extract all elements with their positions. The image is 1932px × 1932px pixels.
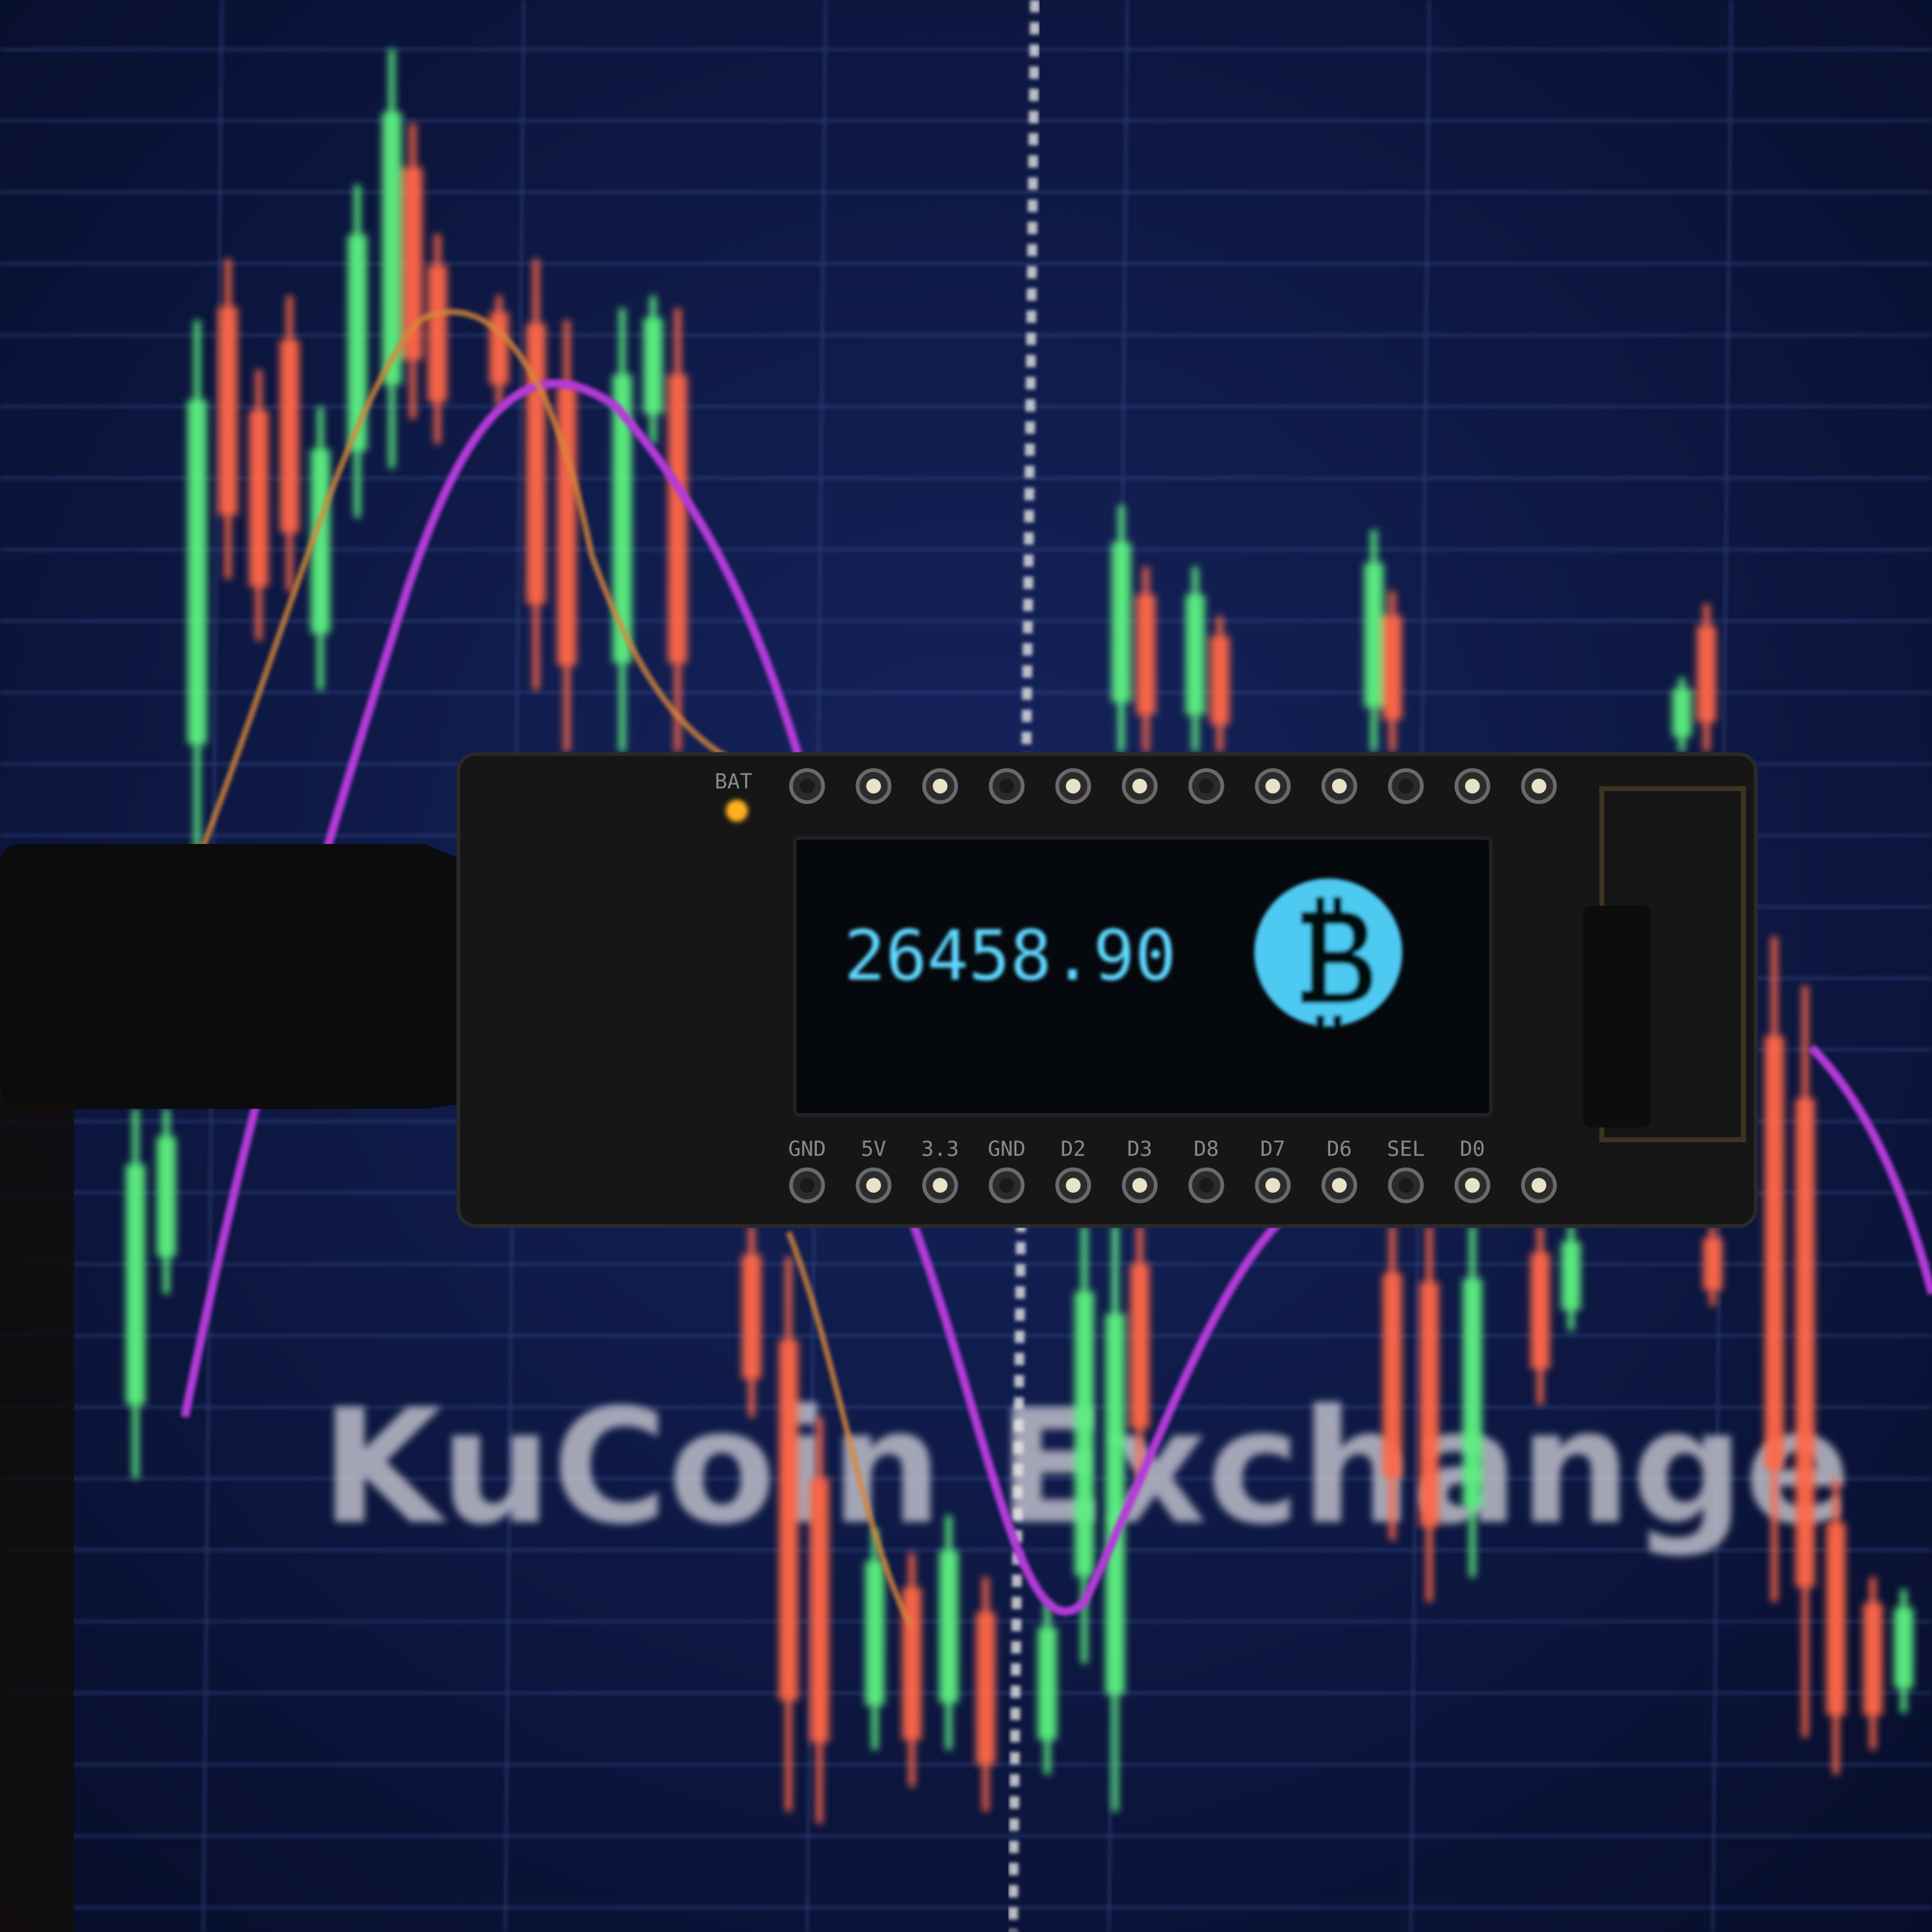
pin-label: SEL xyxy=(1387,1136,1425,1161)
pin-label: GND xyxy=(788,1136,827,1161)
pin-hole xyxy=(1265,778,1280,794)
pin-hole xyxy=(1398,778,1413,794)
pin-labels: GND 5V 3.3 GND D2 D3 D8 D7 D6 SEL D0 xyxy=(788,1136,1485,1161)
pin-hole xyxy=(1198,1178,1214,1193)
pin-hole xyxy=(1065,1178,1081,1193)
pin-hole xyxy=(1464,1178,1480,1193)
crosshair-line xyxy=(1007,0,1040,1932)
cable-holder xyxy=(0,1096,74,1932)
pin-label: D3 xyxy=(1127,1136,1153,1161)
pin-hole xyxy=(1331,778,1347,794)
pin-hole xyxy=(1198,778,1214,794)
pin-hole xyxy=(932,1178,948,1193)
pin-label: GND xyxy=(988,1136,1026,1161)
pin-hole xyxy=(866,1178,881,1193)
pin-label: D6 xyxy=(1327,1136,1352,1161)
pin-hole xyxy=(1132,1178,1147,1193)
price-display: 26458.90 xyxy=(844,916,1177,996)
pin-hole xyxy=(799,778,815,794)
pin-hole xyxy=(1398,1178,1413,1193)
pin-label: D0 xyxy=(1460,1136,1485,1161)
status-led xyxy=(725,799,748,822)
button xyxy=(1583,905,1651,1127)
pin-hole xyxy=(1065,778,1081,794)
pin-hole xyxy=(1132,778,1147,794)
pin-label: D7 xyxy=(1260,1136,1286,1161)
pin-label: 3.3 xyxy=(921,1136,960,1161)
candlesticks xyxy=(125,49,1914,1824)
pin-label: D2 xyxy=(1060,1136,1085,1161)
pin-hole xyxy=(1331,1178,1347,1193)
icon-glyph xyxy=(1301,897,1373,1031)
pin-hole xyxy=(999,1178,1014,1193)
pin-holes xyxy=(789,768,1557,1204)
bitcoin-icon xyxy=(1254,878,1403,1031)
pin-label: 5V xyxy=(861,1136,886,1161)
indicator-line xyxy=(194,309,915,1629)
pin-hole xyxy=(999,778,1014,794)
pin-hole xyxy=(1531,1178,1547,1193)
pin-label: D8 xyxy=(1194,1136,1219,1161)
pin-hole xyxy=(866,778,881,794)
pin-hole xyxy=(932,778,948,794)
pin-hole xyxy=(1464,778,1480,794)
pin-hole xyxy=(1531,778,1547,794)
usb-cable xyxy=(0,844,469,1109)
silkscreen-label: BAT xyxy=(715,769,753,794)
pin-hole xyxy=(799,1178,815,1193)
pin-hole xyxy=(1265,1178,1280,1193)
